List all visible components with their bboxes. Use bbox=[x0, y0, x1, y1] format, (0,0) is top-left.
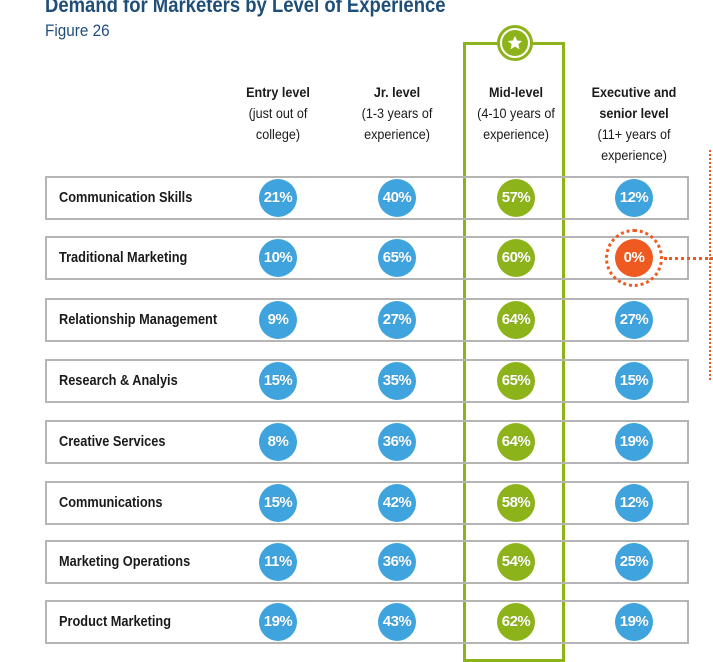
column-header-subtitle: experience) bbox=[483, 126, 549, 142]
row-label: Traditional Marketing bbox=[59, 250, 188, 266]
column-header: Entry level (just out of college) bbox=[220, 82, 337, 145]
column-header-title: Mid-level bbox=[489, 84, 543, 100]
callout-bracket bbox=[709, 150, 711, 380]
column-header: Mid-level (4-10 years of experience) bbox=[458, 82, 575, 145]
star-icon bbox=[502, 30, 528, 56]
value-bubble: 35% bbox=[378, 362, 416, 400]
column-header-subtitle: experience) bbox=[601, 147, 667, 163]
column-header: Jr. level (1-3 years of experience) bbox=[339, 82, 456, 145]
value-bubble: 36% bbox=[378, 423, 416, 461]
value-bubble: 15% bbox=[259, 484, 297, 522]
value-bubble: 0% bbox=[615, 239, 653, 277]
table-row bbox=[45, 540, 689, 584]
value-bubble: 15% bbox=[615, 362, 653, 400]
value-bubble: 27% bbox=[378, 301, 416, 339]
value-bubble: 62% bbox=[497, 603, 535, 641]
highlight-ring bbox=[605, 229, 663, 287]
value-bubble: 65% bbox=[378, 239, 416, 277]
column-header: Executive and senior level (11+ years of e… bbox=[576, 82, 693, 166]
value-bubble: 19% bbox=[615, 603, 653, 641]
row-label: Communications bbox=[59, 495, 163, 511]
value-bubble: 11% bbox=[259, 543, 297, 581]
value-bubble: 36% bbox=[378, 543, 416, 581]
table-row bbox=[45, 420, 689, 464]
table-row bbox=[45, 600, 689, 644]
column-header-subtitle: college) bbox=[255, 126, 301, 142]
value-bubble: 64% bbox=[497, 301, 535, 339]
value-bubble: 42% bbox=[378, 484, 416, 522]
value-bubble: 65% bbox=[497, 362, 535, 400]
value-bubble: 8% bbox=[259, 423, 297, 461]
table-row bbox=[45, 176, 689, 220]
row-label: Research & Analyis bbox=[59, 373, 178, 389]
value-bubble: 10% bbox=[259, 239, 297, 277]
column-header-title: Entry level bbox=[246, 84, 310, 100]
row-label: Communication Skills bbox=[59, 190, 193, 206]
row-label: Creative Services bbox=[59, 434, 166, 450]
value-bubble: 57% bbox=[497, 179, 535, 217]
value-bubble: 60% bbox=[497, 239, 535, 277]
value-bubble: 43% bbox=[378, 603, 416, 641]
column-header-title: Jr. level bbox=[373, 84, 421, 100]
value-bubble: 12% bbox=[615, 179, 653, 217]
table-row bbox=[45, 481, 689, 525]
column-header-subtitle: (4-10 years of bbox=[477, 105, 555, 121]
value-bubble: 12% bbox=[615, 484, 653, 522]
figure-number: Figure 26 bbox=[45, 21, 110, 40]
value-bubble: 64% bbox=[497, 423, 535, 461]
chart-title: Demand for Marketers by Level of Experie… bbox=[45, 0, 446, 17]
table-row bbox=[45, 359, 689, 403]
value-bubble: 21% bbox=[259, 179, 297, 217]
value-bubble: 58% bbox=[497, 484, 535, 522]
value-bubble: 54% bbox=[497, 543, 535, 581]
value-bubble: 27% bbox=[615, 301, 653, 339]
row-label: Marketing Operations bbox=[59, 554, 191, 570]
column-header-title: Executive and senior level bbox=[591, 84, 677, 121]
column-header-subtitle: (1-3 years of bbox=[361, 105, 433, 121]
value-bubble: 40% bbox=[378, 179, 416, 217]
column-header-subtitle: experience) bbox=[364, 126, 430, 142]
value-bubble: 19% bbox=[615, 423, 653, 461]
value-bubble: 15% bbox=[259, 362, 297, 400]
star-badge bbox=[497, 25, 533, 61]
row-label: Relationship Management bbox=[59, 312, 218, 328]
row-label: Product Marketing bbox=[59, 614, 172, 630]
callout-connector bbox=[664, 257, 713, 260]
column-header-subtitle: (just out of bbox=[248, 105, 308, 121]
table-row bbox=[45, 298, 689, 342]
value-bubble: 9% bbox=[259, 301, 297, 339]
column-header-subtitle: (11+ years of bbox=[597, 126, 671, 142]
value-bubble: 25% bbox=[615, 543, 653, 581]
value-bubble: 19% bbox=[259, 603, 297, 641]
